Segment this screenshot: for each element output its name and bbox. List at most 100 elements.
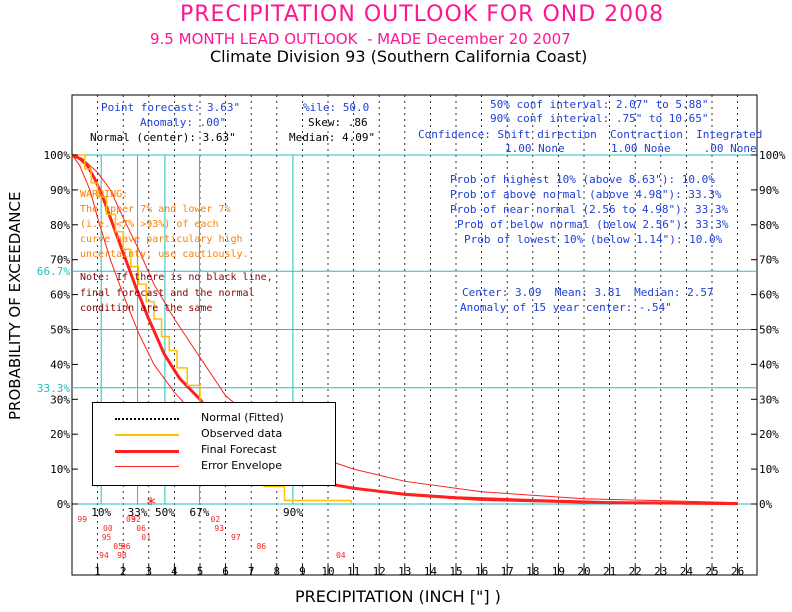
legend-label-envelope: Error Envelope bbox=[201, 459, 283, 472]
x-tick-label: 21 bbox=[603, 565, 616, 578]
prob-above-normal: Prob of above normal (above 4.98"): 33.3… bbox=[450, 188, 722, 201]
y-tick-label-left: 40% bbox=[50, 358, 70, 371]
y-tick-label-right: 50% bbox=[759, 324, 779, 337]
prob-highest-10: Prob of highest 10% (above 8.63"): 10.0% bbox=[450, 173, 715, 186]
series-error-envelope-lower bbox=[71, 154, 738, 505]
zile-stat: %ile: 50.0 bbox=[303, 101, 370, 114]
x-tick-label: 6 bbox=[222, 565, 229, 578]
y-tick-label-left: 0% bbox=[57, 498, 71, 511]
y-tick-label-right: 70% bbox=[759, 254, 779, 267]
y-tick-label-right: 100% bbox=[759, 149, 786, 162]
legend-label-observed: Observed data bbox=[201, 427, 283, 440]
x-tick-label: 11 bbox=[347, 565, 360, 578]
x-tick-label: 13 bbox=[398, 565, 411, 578]
x-tick-label: 2 bbox=[120, 565, 127, 578]
legend-label-forecast: Final Forecast bbox=[201, 443, 277, 456]
prob-near-normal: Prob of near normal (2.56 to 4.98"): 33.… bbox=[450, 203, 729, 216]
year-label: 06 bbox=[136, 524, 146, 533]
x-tick-label: 1 bbox=[94, 565, 101, 578]
year-label: 92 bbox=[131, 515, 141, 524]
division-label: Climate Division 93 (Southern California… bbox=[210, 47, 588, 66]
x-tick-label: 8 bbox=[273, 565, 280, 578]
x-tick-label: 9 bbox=[299, 565, 306, 578]
y-tick-label-right: 90% bbox=[759, 184, 779, 197]
x-tick-label: 20 bbox=[577, 565, 590, 578]
percentile-label: 90% bbox=[283, 506, 303, 519]
year-label: 94 bbox=[99, 551, 109, 560]
year-label: 95 bbox=[102, 533, 112, 542]
x-tick-label: 15 bbox=[449, 565, 462, 578]
y-tick-label-right: 60% bbox=[759, 289, 779, 302]
series-final-forecast bbox=[71, 153, 738, 506]
x-tick-label: 5 bbox=[197, 565, 204, 578]
year-label: 97 bbox=[231, 533, 241, 542]
x-tick-label: 14 bbox=[424, 565, 438, 578]
y-tick-label-left: 70% bbox=[50, 254, 70, 267]
x-tick-label: 23 bbox=[654, 565, 667, 578]
x-tick-label: 7 bbox=[248, 565, 255, 578]
y-tick-label-left: 80% bbox=[50, 219, 70, 232]
y-tick-label-left: 100% bbox=[44, 149, 71, 162]
note-line-2: final forecast and the normal bbox=[80, 288, 255, 299]
warning-line-3: curve have particulary high bbox=[80, 234, 243, 245]
x-tick-label: 12 bbox=[373, 565, 386, 578]
legend-item-envelope: Error Envelope bbox=[93, 459, 335, 475]
x-tick-label: 25 bbox=[705, 565, 718, 578]
conf-interval-90: 90% conf interval: .75" to 10.65" bbox=[490, 112, 709, 125]
center-marker: * bbox=[146, 494, 157, 515]
warning-line-4: uncertainty, use cautiously. bbox=[80, 249, 249, 260]
point-forecast: Point forecast: 3.63" bbox=[101, 101, 241, 114]
confidence-header: Confidence: Shift direction Contraction … bbox=[418, 128, 763, 141]
x-tick-label: 24 bbox=[680, 565, 694, 578]
conf-interval-50: 50% conf interval: 2.07" to 5.88" bbox=[490, 98, 709, 111]
x-axis-label: PRECIPITATION (INCH ["] ) bbox=[295, 587, 501, 606]
page-title: PRECIPITATION OUTLOOK FOR OND 2008 bbox=[180, 2, 665, 27]
median-stat: Median: 4.09" bbox=[289, 131, 376, 144]
plot-frame bbox=[71, 94, 758, 576]
y-tick-label-right: 0% bbox=[759, 498, 773, 511]
year-label: 93 bbox=[214, 524, 224, 533]
percentile-label: 33% bbox=[128, 506, 148, 519]
year-label: 00 bbox=[103, 524, 113, 533]
legend-item-forecast: Final Forecast bbox=[93, 443, 335, 459]
probability-ref-label: 33.3% bbox=[37, 382, 70, 395]
skew-stat: Skew: .86 bbox=[308, 116, 368, 129]
percentile-label: 67% bbox=[190, 506, 210, 519]
year-label: 03 bbox=[126, 515, 136, 524]
prob-lowest-10: Prob of lowest 10% (below 1.14"): 10.0% bbox=[464, 233, 723, 246]
x-tick-label: 16 bbox=[475, 565, 488, 578]
year-label: 02 bbox=[211, 515, 221, 524]
year-label: 04 bbox=[336, 551, 346, 560]
x-tick-label: 18 bbox=[526, 565, 539, 578]
legend-item-observed: Observed data bbox=[93, 427, 335, 443]
warning-line-2: (i.e. <7% >93%) of each bbox=[80, 219, 219, 230]
note-line-1: Note: If there is no black line, bbox=[80, 272, 273, 283]
legend-swatch-forecast bbox=[115, 450, 179, 453]
y-tick-label-left: 30% bbox=[50, 393, 70, 406]
legend-swatch-envelope bbox=[115, 466, 179, 467]
probability-ref-label: 66.7% bbox=[37, 265, 70, 278]
percentile-label: 10% bbox=[91, 506, 111, 519]
x-tick-label: 10 bbox=[321, 565, 334, 578]
year-label: 05 bbox=[113, 542, 123, 551]
x-tick-label: 17 bbox=[501, 565, 514, 578]
y-tick-label-left: 90% bbox=[50, 184, 70, 197]
y-tick-label-left: 10% bbox=[50, 463, 70, 476]
year-label: 86 bbox=[257, 542, 267, 551]
note-line-3: condition are the same bbox=[80, 303, 213, 314]
y-tick-label-left: 20% bbox=[50, 428, 70, 441]
year-label: 01 bbox=[141, 533, 151, 542]
y-tick-label-right: 30% bbox=[759, 393, 779, 406]
warning-title: WARNING: bbox=[80, 189, 129, 200]
y-tick-label-right: 80% bbox=[759, 219, 779, 232]
x-tick-label: 3 bbox=[145, 565, 152, 578]
y-tick-label-right: 40% bbox=[759, 358, 779, 371]
chart-legend: Normal (Fitted) Observed data Final Fore… bbox=[92, 402, 336, 486]
legend-swatch-normal bbox=[115, 418, 179, 420]
confidence-values: 1.00 None 1.00 None .00 None bbox=[505, 142, 757, 155]
anomaly: Anomaly: .00" bbox=[140, 116, 227, 129]
x-tick-label: 26 bbox=[731, 565, 744, 578]
y-tick-label-right: 20% bbox=[759, 428, 779, 441]
legend-label-normal: Normal (Fitted) bbox=[201, 411, 284, 424]
